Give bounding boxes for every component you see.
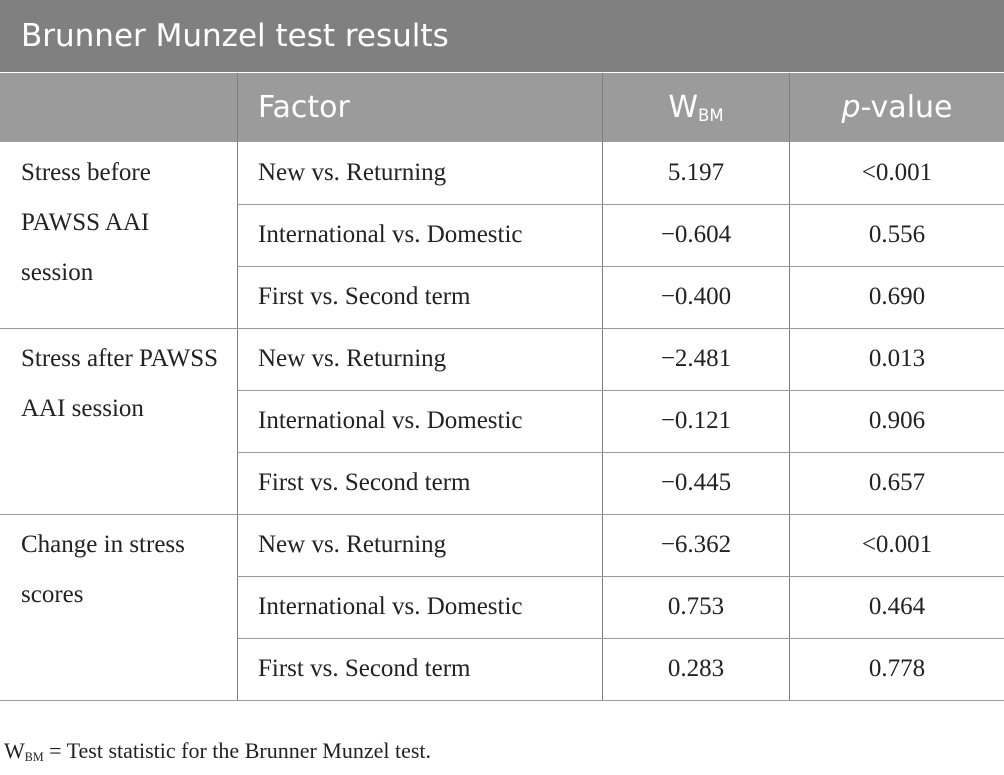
column-divider: [602, 73, 603, 700]
wbm-cell: −0.445: [660, 469, 732, 496]
table-title-bar: [0, 0, 1004, 73]
group-label: Change in stress scores: [21, 531, 185, 608]
factor-cell: New vs. Returning: [258, 345, 447, 372]
column-divider: [789, 73, 790, 700]
table-header-row: [0, 73, 1004, 142]
header-wbm-sub: BM: [698, 106, 724, 126]
wbm-cell: −0.121: [660, 407, 732, 434]
factor-cell: New vs. Returning: [258, 159, 447, 186]
header-wbm: WBM: [603, 73, 789, 142]
header-pvalue-rest: -value: [860, 90, 953, 125]
row-divider: [237, 638, 1004, 639]
row-divider: [237, 452, 1004, 453]
wbm-cell: −2.481: [660, 345, 732, 372]
wbm-cell: 0.753: [667, 593, 725, 620]
pvalue-cell: 0.013: [868, 345, 926, 372]
group-label: Stress after PAWSS AAI session: [21, 345, 219, 422]
pvalue-cell: 0.556: [868, 221, 926, 248]
factor-cell: First vs. Second term: [258, 283, 471, 310]
row-divider: [237, 576, 1004, 577]
table-title: Brunner Munzel test results: [21, 18, 449, 54]
pvalue-cell: 0.657: [868, 469, 926, 496]
header-wbm-main: W: [668, 90, 699, 125]
wbm-cell: −0.400: [660, 283, 732, 310]
group-label: Stress before PAWSS AAI session: [21, 159, 151, 286]
factor-cell: International vs. Domestic: [258, 221, 523, 248]
factor-cell: First vs. Second term: [258, 469, 471, 496]
factor-cell: New vs. Returning: [258, 531, 447, 558]
factor-cell: International vs. Domestic: [258, 407, 523, 434]
footnote-text: = Test statistic for the Brunner Munzel …: [43, 738, 432, 763]
footnote-symbol: W: [4, 738, 25, 763]
footnote-symbol-sub: BM: [24, 750, 44, 765]
table-footnote: WBM = Test statistic for the Brunner Mun…: [4, 738, 431, 765]
header-factor: Factor: [258, 90, 350, 125]
row-divider: [237, 390, 1004, 391]
pvalue-cell: <0.001: [861, 159, 933, 186]
group-divider: [0, 328, 1004, 329]
pvalue-cell: 0.464: [868, 593, 926, 620]
header-pvalue: p-value: [790, 73, 1004, 142]
column-divider: [237, 73, 238, 700]
wbm-cell: −0.604: [660, 221, 732, 248]
pvalue-cell: <0.001: [861, 531, 933, 558]
factor-cell: First vs. Second term: [258, 655, 471, 682]
wbm-cell: 5.197: [667, 159, 725, 186]
wbm-cell: 0.283: [667, 655, 725, 682]
wbm-cell: −6.362: [660, 531, 732, 558]
row-divider: [237, 266, 1004, 267]
group-divider: [0, 700, 1004, 701]
pvalue-cell: 0.690: [868, 283, 926, 310]
group-divider: [0, 514, 1004, 515]
pvalue-cell: 0.906: [868, 407, 926, 434]
pvalue-cell: 0.778: [868, 655, 926, 682]
factor-cell: International vs. Domestic: [258, 593, 523, 620]
header-pvalue-italic: p: [841, 90, 861, 125]
row-divider: [237, 204, 1004, 205]
